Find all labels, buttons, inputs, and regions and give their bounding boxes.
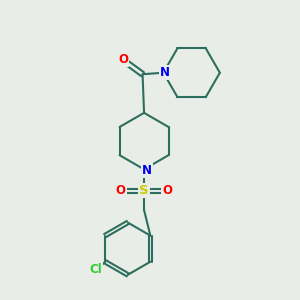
Text: O: O — [118, 53, 128, 66]
Text: N: N — [160, 66, 170, 79]
Text: Cl: Cl — [90, 263, 103, 276]
Text: N: N — [142, 164, 152, 177]
Text: O: O — [162, 184, 172, 197]
Text: O: O — [116, 184, 126, 197]
Text: S: S — [139, 184, 149, 197]
